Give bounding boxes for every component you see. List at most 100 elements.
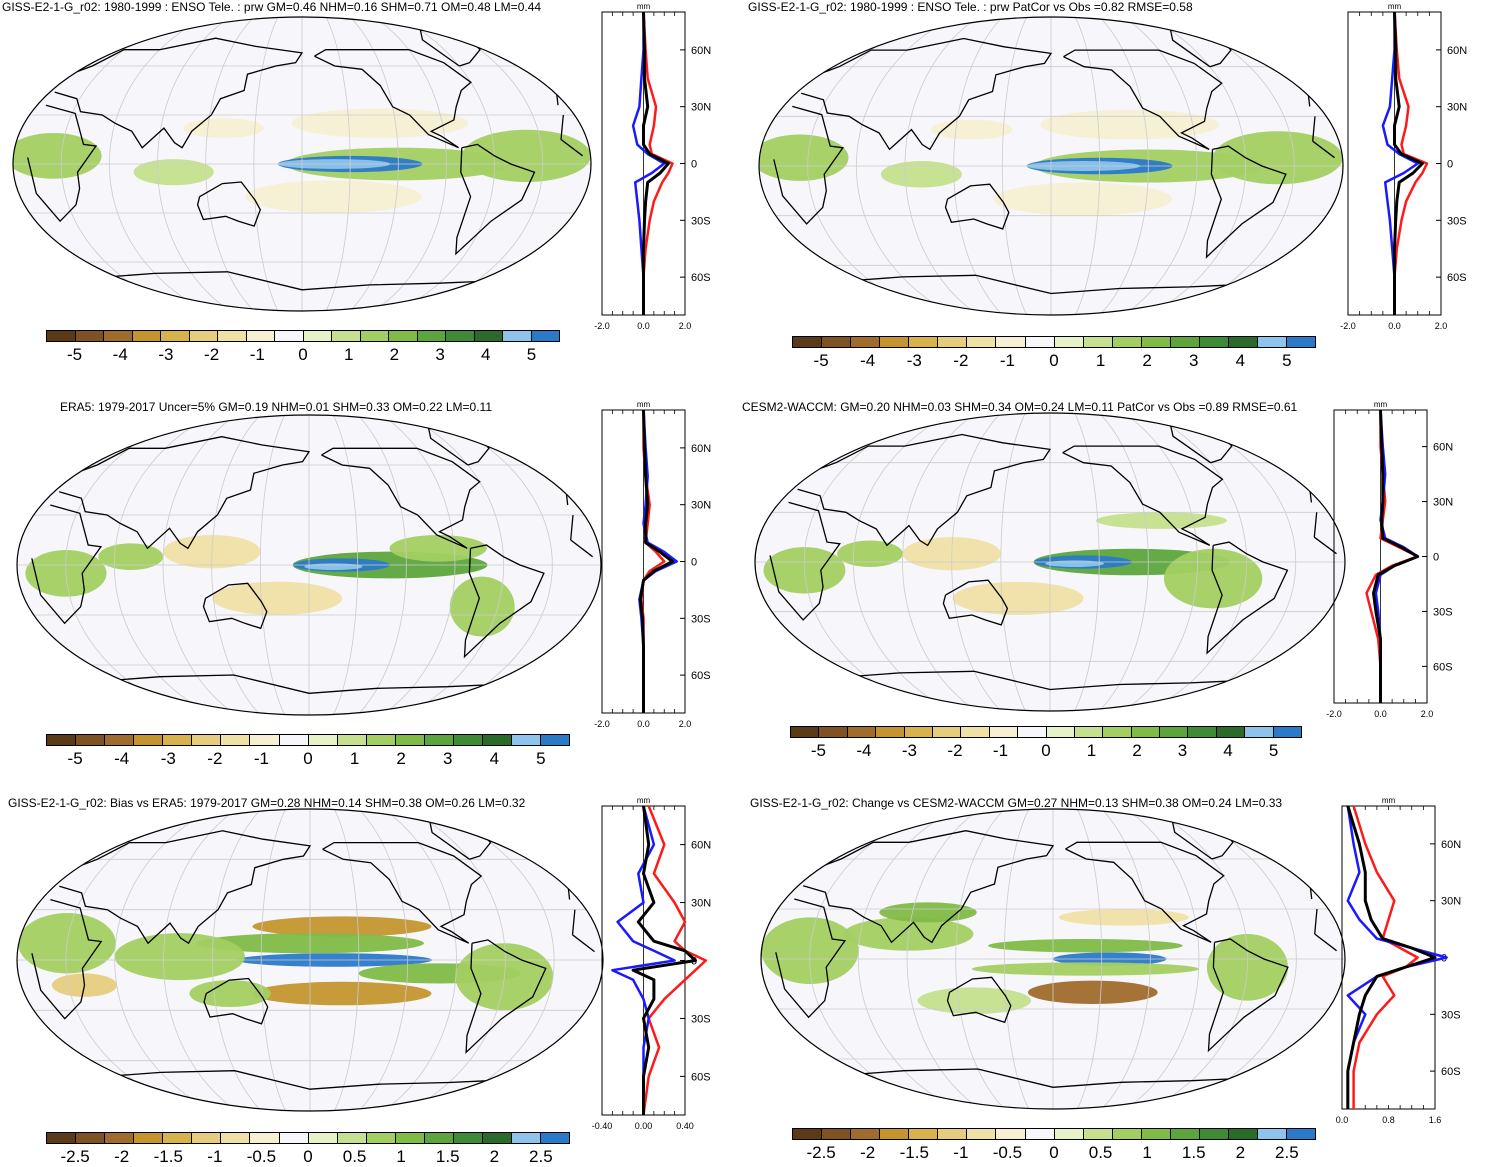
- colorbar-tick-label: 1.5: [435, 1147, 460, 1166]
- coastline: [463, 544, 545, 659]
- anomaly-region: [993, 182, 1173, 216]
- lat-tick-label: 0: [691, 557, 697, 569]
- coastline: [196, 181, 262, 227]
- colorbar-swatch: [1025, 1129, 1055, 1139]
- anomaly-region: [1045, 560, 1105, 567]
- colorbar-tick-label: 1: [1142, 1143, 1152, 1162]
- colorbar-tick-label: 3: [1177, 741, 1188, 760]
- zonal-mean-plot: mm 60N 30N 0 30S 60S -2.0 0.0 2.0: [1340, 2, 1467, 331]
- colorbar-tick-label: 1: [396, 1147, 406, 1166]
- panel-title: GISS-E2-1-G_r02: Bias vs ERA5: 1979-2017…: [8, 796, 526, 810]
- obs-series-line: [631, 12, 666, 315]
- world-map: [16, 808, 604, 1112]
- x-tick-label: 2.0: [679, 321, 692, 331]
- colorbar-tick-label: 1: [1086, 741, 1097, 760]
- panel-title: GISS-E2-1-G_r02: Change vs CESM2-WACCM G…: [750, 796, 1283, 810]
- colorbar-tick-label: -3: [906, 351, 922, 370]
- anomaly-region: [1040, 109, 1219, 140]
- colorbar-swatch: [161, 331, 190, 341]
- colorbar-swatch: [366, 1133, 396, 1143]
- colorbar-swatch: [996, 337, 1026, 347]
- zonal-unit-label: mm: [1382, 796, 1396, 805]
- world-map: [12, 16, 592, 312]
- mean-series-line: [1372, 409, 1420, 703]
- colorbar-tick-label: 2: [489, 1147, 500, 1166]
- x-tick-label: 0.00: [635, 1121, 653, 1131]
- x-tick-label: -2.0: [594, 719, 610, 729]
- coastline: [1062, 445, 1224, 546]
- anomaly-region: [837, 540, 903, 567]
- colorbar-tick-label: -2: [860, 1143, 876, 1162]
- colorbar-swatch: [221, 1133, 251, 1143]
- colorbar-swatch: [163, 735, 193, 745]
- lat-tick-label: 30S: [1433, 606, 1453, 618]
- colorbar-tick-label: -3: [158, 345, 174, 364]
- colorbar-swatch: [424, 1133, 454, 1143]
- colorbar-swatch: [1141, 337, 1171, 347]
- colorbar-swatch: [75, 331, 104, 341]
- colorbar-swatch: [337, 735, 367, 745]
- lat-tick-label: 60S: [691, 1071, 711, 1083]
- anomaly-region: [389, 535, 487, 562]
- colorbar-swatch: [308, 735, 338, 745]
- coastline: [455, 143, 536, 256]
- colorbar-swatch: [1112, 1129, 1142, 1139]
- colorbar-swatch: [1287, 337, 1316, 347]
- colorbar-swatch: [332, 331, 361, 341]
- mean-series-line: [631, 805, 697, 1115]
- colorbar-swatch: [221, 735, 251, 745]
- colorbar-tick-label: 3: [442, 749, 453, 768]
- colorbar-tick-label: 1: [1095, 351, 1106, 370]
- colorbar-tick-label: 2.5: [529, 1147, 553, 1166]
- colorbar-swatch: [105, 735, 135, 745]
- colorbar-tick-label: 2: [396, 749, 406, 768]
- lat-tick-label: 30N: [1441, 896, 1461, 908]
- obs-series-line: [611, 805, 676, 1115]
- colorbar-swatch: [1170, 337, 1200, 347]
- colorbar-swatch: [246, 331, 275, 341]
- anomaly-region: [1163, 548, 1263, 609]
- lat-tick-label: 60N: [1441, 839, 1461, 851]
- colorbar-tick-label: -0.5: [246, 1147, 277, 1166]
- anomaly-region: [98, 543, 164, 570]
- coastline: [203, 977, 269, 1025]
- x-tick-label: -2.0: [1326, 709, 1342, 719]
- coastline: [942, 579, 1009, 626]
- colorbar-swatch: [531, 331, 559, 341]
- colorbar: -2.5 -2 -1.5 -1 -0.5 0 0.5 1 1.5 2 2.5: [46, 1132, 570, 1166]
- lat-tick-label: 60S: [1447, 272, 1467, 284]
- colorbar-swatch: [1188, 727, 1217, 737]
- colorbar-tick-label: -1: [992, 741, 1009, 760]
- colorbar-swatches: [790, 726, 1302, 738]
- colorbar-swatch: [366, 735, 396, 745]
- colorbar-swatch: [1046, 727, 1075, 737]
- panel-title: GISS-E2-1-G_r02: 1980-1999 : ENSO Tele. …: [748, 0, 1193, 14]
- colorbar-tick-label: -1.5: [153, 1147, 183, 1166]
- colorbar: -5 -4 -3 -2 -1 0 1 2 3 4 5: [46, 734, 570, 768]
- anomaly-region: [13, 132, 102, 179]
- colorbar-tick-label: -2.5: [806, 1143, 836, 1162]
- anomaly-region: [212, 581, 343, 615]
- colorbar-swatch: [791, 727, 820, 737]
- colorbar-tick-label: 2: [1132, 741, 1142, 760]
- x-tick-label: -2.0: [1340, 321, 1356, 331]
- colorbar-tick-label: -5: [66, 345, 83, 364]
- colorbar-tick-label: -2.5: [60, 1147, 90, 1166]
- colorbar-swatch: [303, 331, 332, 341]
- colorbar-swatch: [909, 337, 939, 347]
- colorbar-swatch: [503, 331, 532, 341]
- zonal-mean-plot: mm 60N 30N 0 30S 60S -2.0 0.0 2.0: [1326, 400, 1453, 719]
- anomaly-region: [931, 119, 1013, 140]
- model-series-line: [642, 11, 674, 315]
- colorbar-swatch: [1083, 1129, 1113, 1139]
- colorbar-tick-label: 0: [1049, 1143, 1059, 1162]
- anomaly-region: [759, 134, 849, 181]
- map-border: [758, 16, 1344, 316]
- model-series-line: [1365, 410, 1419, 703]
- colorbar-swatch: [822, 337, 852, 347]
- colorbar-swatch: [1228, 1129, 1258, 1139]
- colorbar-swatch: [250, 735, 280, 745]
- colorbar-swatch: [1170, 1129, 1200, 1139]
- lat-tick-label: 30N: [691, 898, 711, 910]
- colorbar-tick-label: -5: [810, 741, 826, 760]
